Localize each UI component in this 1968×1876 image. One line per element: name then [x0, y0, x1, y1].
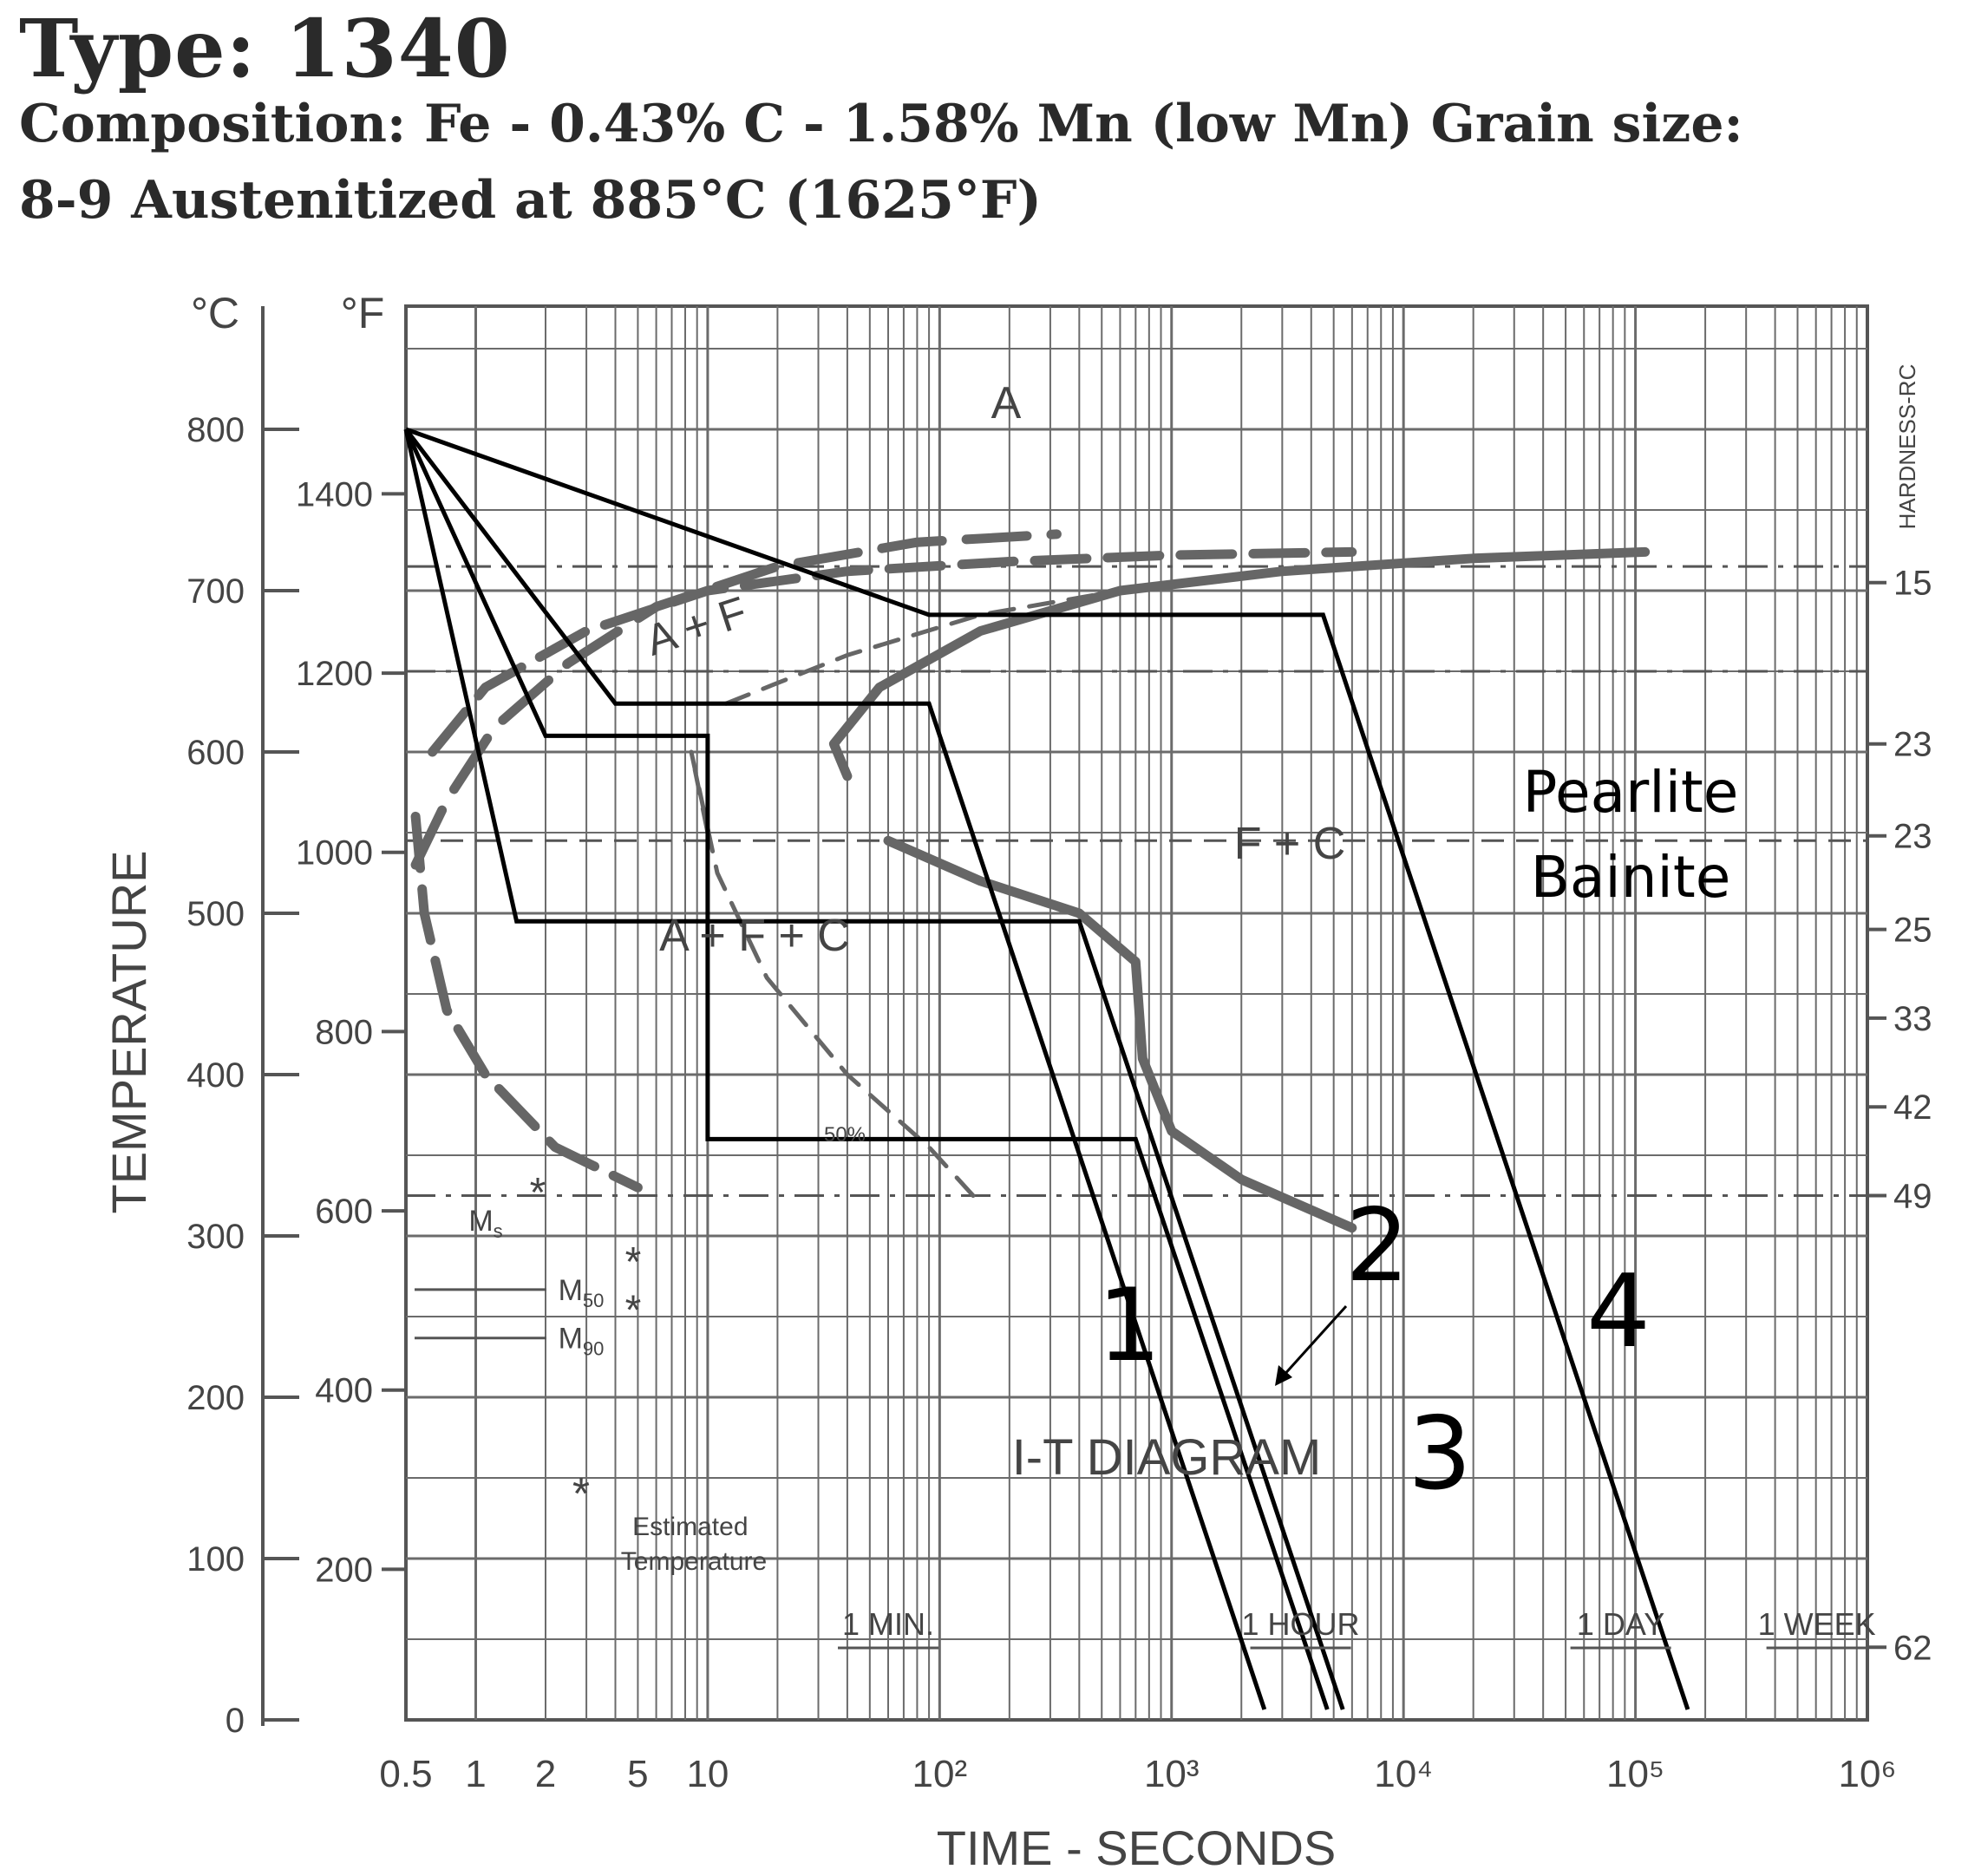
- phase-curves: [410, 529, 1651, 1233]
- cooling-path-3: [403, 428, 1330, 1710]
- x-tick-label: 10⁵: [1606, 1753, 1664, 1795]
- cooling-paths: [403, 427, 1690, 1710]
- legend-note: Estimated Temperature: [621, 1513, 767, 1576]
- hardness-label: 23: [1893, 726, 1932, 764]
- grid: [406, 306, 1867, 1720]
- x-tick-label: 10: [686, 1753, 729, 1795]
- celsius-tick-label: 700: [186, 572, 245, 611]
- legend-symbol: *: [572, 1469, 590, 1520]
- chart-title: Type: 1340: [19, 2, 511, 95]
- fahrenheit-tick-label: 1400: [296, 475, 373, 513]
- celsius-tick-label: 300: [186, 1218, 245, 1256]
- path-label-4: 4: [1586, 1253, 1651, 1370]
- hardness-label: 42: [1893, 1088, 1932, 1127]
- region-label-a: A: [991, 378, 1022, 428]
- x-tick-label: 5: [627, 1753, 648, 1795]
- fahrenheit-tick-label: 400: [315, 1372, 373, 1410]
- curve-transformation-finish: [828, 546, 1651, 781]
- path-label-3: 3: [1408, 1396, 1472, 1513]
- hardness-label: 33: [1893, 1000, 1932, 1038]
- celsius-unit: °C: [191, 289, 239, 337]
- composition-line-1: Composition: Fe - 0.43% C - 1.58% Mn (lo…: [19, 94, 1743, 154]
- plot-frame: [404, 304, 1869, 1722]
- martensite-label: M90: [559, 1323, 605, 1360]
- x-tick-label: 0.5: [379, 1753, 432, 1795]
- phase-label-bainite: Bainite: [1531, 844, 1731, 911]
- fahrenheit-tick-label: 1000: [296, 834, 373, 873]
- celsius-tick-label: 500: [186, 895, 245, 933]
- x-axis-label: TIME - SECONDS: [937, 1820, 1336, 1875]
- martensite-label: M50: [559, 1274, 605, 1311]
- hardness-label: 49: [1893, 1178, 1932, 1216]
- x-tick-label: 10⁴: [1374, 1753, 1433, 1795]
- fahrenheit-tick-label: 800: [315, 1013, 373, 1051]
- composition-line-2: 8-9 Austenitized at 885°C (1625°F): [19, 170, 1042, 231]
- path-label-1: 1: [1097, 1267, 1161, 1384]
- curve-transformation-start: [410, 811, 643, 1193]
- time-marker-label: 1 HOUR: [1241, 1606, 1359, 1642]
- time-marker-label: 1 MIN.: [842, 1606, 934, 1642]
- path-label-2: 2: [1345, 1187, 1409, 1304]
- phase-label-pearlite: Pearlite: [1523, 759, 1739, 826]
- curve-ferrite-start: [410, 529, 1062, 870]
- fahrenheit-unit: °F: [341, 289, 385, 337]
- cooling-path-2: [404, 428, 1267, 1710]
- region-label-a-f-c: A + F + C: [659, 911, 850, 961]
- curve-transformation-finish: [883, 835, 1357, 1233]
- fahrenheit-tick-label: 600: [315, 1193, 373, 1231]
- martensite-star: *: [530, 1170, 546, 1216]
- x-tick-label: 10³: [1144, 1753, 1200, 1795]
- hardness-label: 25: [1893, 912, 1932, 950]
- time-marker-label: 1 WEEK: [1758, 1606, 1876, 1642]
- time-marker-label: 1 DAY: [1577, 1606, 1664, 1642]
- y-axis-label: TEMPERATURE: [101, 851, 156, 1214]
- celsius-tick-label: 400: [186, 1056, 245, 1095]
- axes: 0100200300400500600700800200400600800100…: [186, 306, 1932, 1795]
- path-2-pointer-arrow: [1280, 1304, 1348, 1379]
- x-tick-label: 2: [535, 1753, 556, 1795]
- celsius-tick-label: 100: [186, 1540, 245, 1579]
- cooling-path-1: [405, 427, 1690, 1710]
- curve-fifty-percent: [723, 588, 1122, 706]
- celsius-tick-label: 800: [186, 411, 245, 449]
- x-tick-label: 10²: [912, 1753, 968, 1795]
- diagram-label: I-T DIAGRAM: [1012, 1429, 1322, 1486]
- fahrenheit-tick-label: 200: [315, 1551, 373, 1589]
- martensite-label: Ms: [468, 1205, 502, 1242]
- celsius-tick-label: 0: [226, 1702, 245, 1740]
- curve-fifty-percent: [689, 749, 983, 1206]
- curve-transformation-start: [428, 546, 1357, 757]
- hardness-label: 62: [1893, 1629, 1932, 1667]
- reference-lines: [406, 565, 1867, 1197]
- x-tick-label: 1: [465, 1753, 486, 1795]
- martensite-points: * Ms * M50 * M90: [415, 1170, 641, 1360]
- path-2-pointer-arrowhead: [1275, 1365, 1292, 1386]
- right-axis-label: HARDNESS-RC: [1894, 364, 1920, 530]
- percent-label: 50%: [824, 1123, 866, 1147]
- martensite-star: *: [625, 1239, 642, 1285]
- x-tick-label: 10⁶: [1838, 1753, 1896, 1795]
- hardness-label: 23: [1893, 818, 1932, 856]
- celsius-tick-label: 200: [186, 1379, 245, 1417]
- region-label-f-c: F + C: [1234, 819, 1346, 869]
- celsius-tick-label: 600: [186, 734, 245, 772]
- cooling-path-4: [403, 428, 1345, 1710]
- hardness-label: 15: [1893, 565, 1932, 603]
- fahrenheit-tick-label: 1200: [296, 655, 373, 693]
- martensite-star: *: [625, 1288, 642, 1334]
